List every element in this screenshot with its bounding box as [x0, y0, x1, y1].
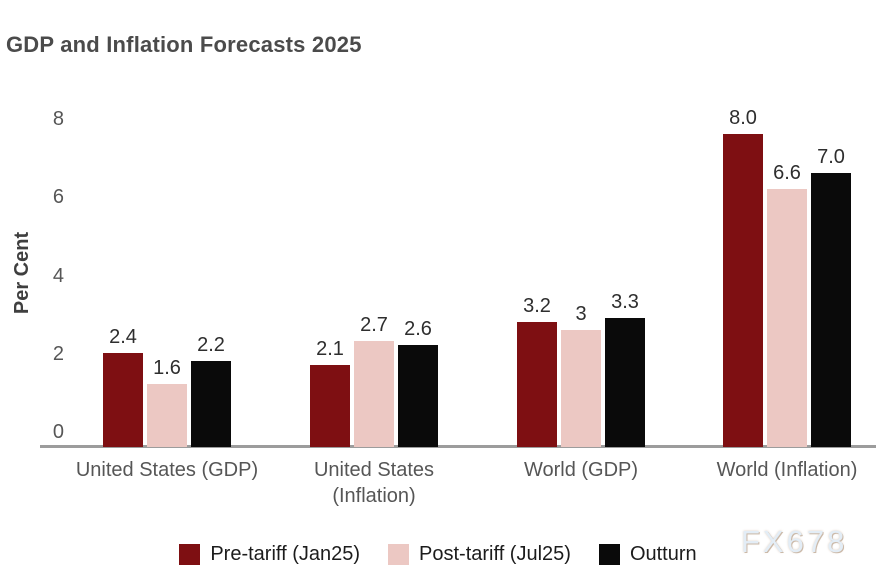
bar-2-1	[310, 364, 350, 447]
legend-swatch-post-tariff	[388, 544, 410, 565]
bar-value-label: 2.6	[404, 318, 432, 341]
bar-1-3	[191, 360, 231, 447]
bar-2-2	[354, 341, 394, 447]
bar-value-label: 2.1	[316, 337, 344, 360]
bar-1-2	[147, 384, 187, 447]
bar-value-label: 7.0	[817, 146, 845, 169]
watermark-fx678: FX678	[741, 524, 848, 559]
bar-value-label: 3	[575, 302, 587, 325]
chart-title: GDP and Inflation Forecasts 2025	[6, 32, 362, 57]
bar-value-label: 2.2	[197, 333, 225, 356]
legend-label: Outturn	[629, 543, 697, 565]
category-label-1: United States (GDP)	[75, 459, 259, 481]
legend-swatch-pre-tariff	[179, 544, 201, 565]
bar-value-label: 2.4	[109, 326, 137, 349]
bar-value-label: 2.7	[360, 314, 388, 337]
bar-3-2	[561, 329, 601, 447]
bar-2-3	[398, 345, 438, 447]
legend-item-post-tariff: Post-tariff (Jul25)	[388, 543, 571, 566]
bar-value-label: 1.6	[153, 357, 181, 380]
bar-value-label: 6.6	[773, 161, 801, 184]
category-label-3: World (GDP)	[523, 459, 639, 481]
y-tick-label-2: 2	[52, 342, 64, 365]
bar-value-label: 8.0	[729, 107, 757, 130]
x-axis-line	[40, 445, 876, 448]
legend-swatch-outturn	[598, 544, 620, 565]
y-tick-label-0: 0	[52, 421, 64, 443]
legend-label: Pre-tariff (Jan25)	[210, 543, 361, 565]
bar-4-2	[767, 188, 807, 447]
bar-4-3	[811, 173, 851, 447]
legend-item-pre-tariff: Pre-tariff (Jan25)	[179, 543, 360, 566]
bar-4-1	[723, 134, 763, 447]
bar-3-1	[517, 321, 557, 447]
bar-1-1	[103, 353, 143, 447]
legend-label: Post-tariff (Jul25)	[419, 543, 571, 565]
bar-value-label: 3.2	[523, 294, 551, 317]
category-label-2: United States (Inflation)	[313, 459, 435, 507]
y-tick-label-4: 4	[52, 264, 64, 287]
y-tick-label-8: 8	[52, 108, 64, 131]
bar-value-label: 3.3	[611, 290, 639, 313]
legend: Pre-tariff (Jan25) Post-tariff (Jul25) O…	[0, 543, 876, 566]
category-label-4: World (Inflation)	[716, 459, 858, 481]
y-tick-label-6: 6	[52, 186, 64, 209]
bar-3-3	[605, 317, 645, 447]
legend-item-outturn: Outturn	[598, 543, 697, 566]
